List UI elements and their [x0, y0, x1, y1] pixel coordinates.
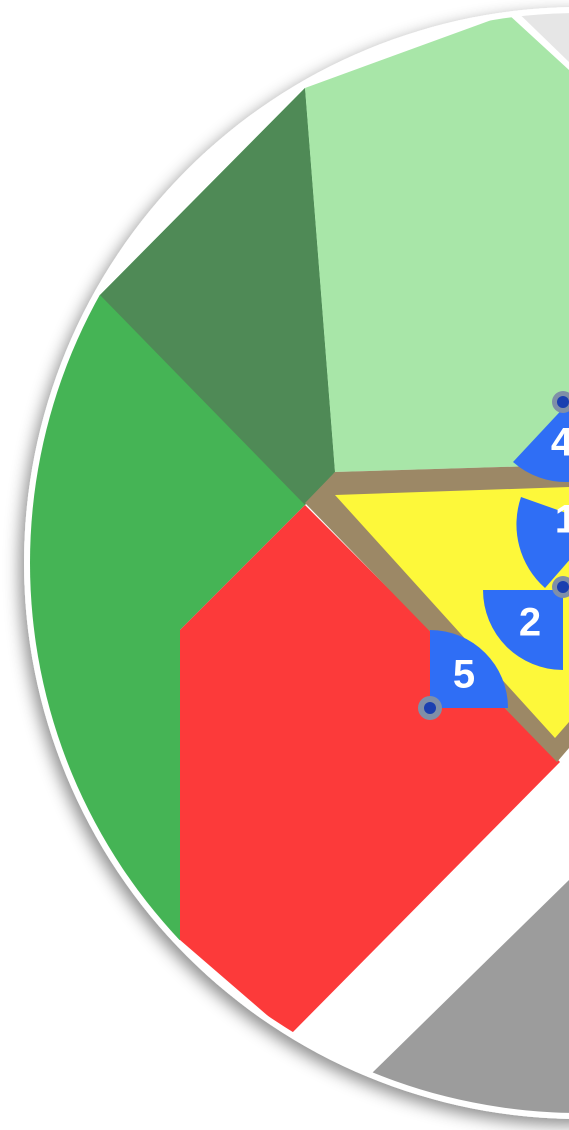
- marker-5[interactable]: 5: [418, 630, 508, 720]
- marker-1[interactable]: 1: [516, 497, 569, 588]
- marker-2[interactable]: 2: [483, 576, 569, 670]
- marker-anchor-center: [424, 702, 436, 714]
- marker-shape: [430, 630, 508, 708]
- marker-label: 4: [551, 421, 569, 465]
- marker-label: 5: [453, 653, 475, 697]
- region-light-green[interactable]: [305, 14, 569, 472]
- region-yellow[interactable]: [335, 487, 569, 738]
- marker-anchor-center: [557, 396, 569, 408]
- region-dark-green[interactable]: [100, 88, 335, 505]
- marker-shape: [513, 402, 569, 483]
- marker-label: 1: [555, 498, 569, 542]
- marker-anchor-center: [557, 581, 569, 593]
- marker-shape: [483, 590, 563, 670]
- marker-4[interactable]: 4: [513, 391, 569, 483]
- marker-shape: [516, 497, 569, 588]
- region-red[interactable]: [180, 505, 560, 1035]
- marker-label: 2: [519, 601, 541, 645]
- region-gray[interactable]: [370, 880, 569, 1130]
